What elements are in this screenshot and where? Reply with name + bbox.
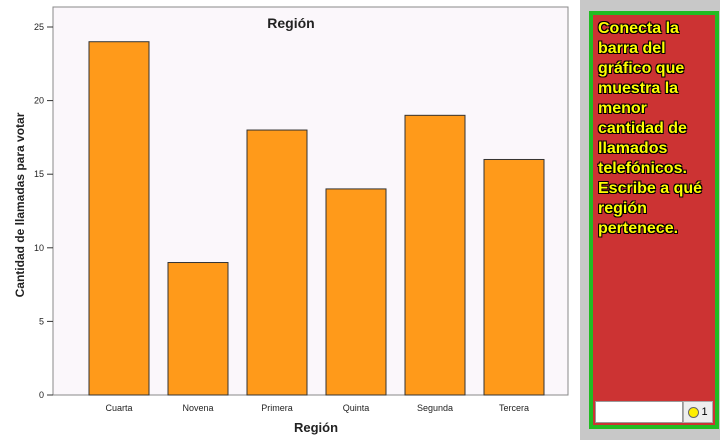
x-tick-label: Tercera [499, 403, 529, 413]
x-tick-label: Novena [182, 403, 213, 413]
y-tick-label: 15 [34, 169, 44, 179]
y-tick-label: 25 [34, 22, 44, 32]
x-tick-label: Quinta [343, 403, 370, 413]
bar-segunda[interactable] [404, 114, 466, 396]
attempts-badge[interactable]: 1 [683, 401, 713, 423]
bar-cuarta[interactable] [88, 41, 150, 396]
y-tick-label: 0 [39, 390, 44, 400]
bar-novena[interactable] [167, 262, 229, 396]
chart-title: Región [267, 15, 314, 31]
x-axis-label: Región [294, 420, 338, 435]
bar-chart: 0 5 10 15 20 25 Cuarta Novena Primera Quinta Segu… [13, 6, 569, 435]
side-panel-background: Conecta la barra del gráfico que muestra… [580, 0, 720, 440]
x-tick-label: Cuarta [105, 403, 132, 413]
badge-count: 1 [701, 406, 708, 418]
y-tick-label: 20 [34, 96, 44, 106]
x-tick-label: Segunda [417, 403, 453, 413]
y-axis-label: Cantidad de llamadas para votar [13, 112, 27, 297]
question-panel: Conecta la barra del gráfico que muestra… [589, 11, 719, 429]
question-prompt: Conecta la barra del gráfico que muestra… [598, 20, 703, 237]
bar-tercera[interactable] [483, 158, 545, 396]
answer-input[interactable] [595, 401, 683, 423]
bar-primera[interactable] [246, 129, 308, 396]
y-tick-label: 10 [34, 243, 44, 253]
bar-quinta[interactable] [325, 188, 387, 396]
x-tick-label: Primera [261, 403, 293, 413]
circle-icon [688, 406, 700, 418]
y-tick-label: 5 [39, 316, 44, 326]
